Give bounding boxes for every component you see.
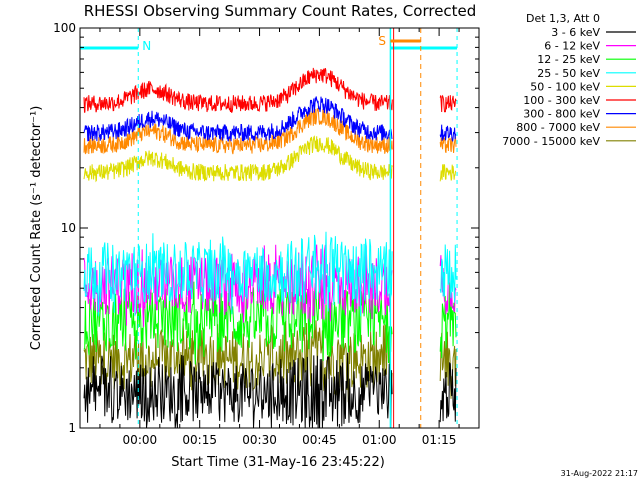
series-line	[83, 231, 457, 317]
legend-label: 300 - 800 keV	[523, 108, 600, 121]
generated-timestamp: 31-Aug-2022 21:17	[561, 469, 638, 478]
legend-label: 25 - 50 keV	[537, 67, 600, 80]
x-axis-label: Start Time (31-May-16 23:45:22)	[171, 455, 385, 470]
series-lines	[83, 67, 457, 428]
x-tick-label: 01:00	[362, 433, 397, 447]
y-tick-label: 1	[68, 421, 76, 435]
saa-label: S	[378, 34, 386, 48]
series-line	[83, 352, 457, 428]
x-tick-label: 00:00	[123, 433, 158, 447]
y-axis-label: Corrected Count Rate (s⁻¹ detector⁻¹)	[29, 106, 44, 351]
legend-label: 50 - 100 keV	[530, 80, 600, 93]
legend-label: 12 - 25 keV	[537, 53, 600, 66]
x-tick-label: 01:15	[422, 433, 457, 447]
chart-title: RHESSI Observing Summary Count Rates, Co…	[84, 2, 477, 20]
y-tick-label: 100	[53, 21, 76, 35]
x-tick-label: 00:15	[182, 433, 217, 447]
series-line	[83, 135, 457, 183]
series-line	[83, 281, 457, 365]
legend-label: 100 - 300 keV	[523, 94, 600, 107]
legend-label: 7000 - 15000 keV	[502, 135, 600, 148]
legend-header: Det 1,3, Att 0	[526, 12, 600, 25]
series-line	[83, 96, 457, 143]
x-tick-label: 00:45	[302, 433, 337, 447]
legend-label: 800 - 7000 keV	[516, 121, 600, 134]
legend-label: 3 - 6 keV	[551, 26, 600, 39]
series-line	[83, 107, 457, 155]
y-tick-label: 10	[61, 221, 76, 235]
night-label: N	[142, 39, 151, 53]
series-line	[83, 67, 457, 113]
y-axis: 1 10 100	[53, 21, 479, 435]
x-tick-label: 00:30	[242, 433, 277, 447]
legend-label: 6 - 12 keV	[544, 40, 600, 53]
x-axis: 00:00 00:15 00:30 00:45 01:00 01:15	[79, 28, 480, 447]
